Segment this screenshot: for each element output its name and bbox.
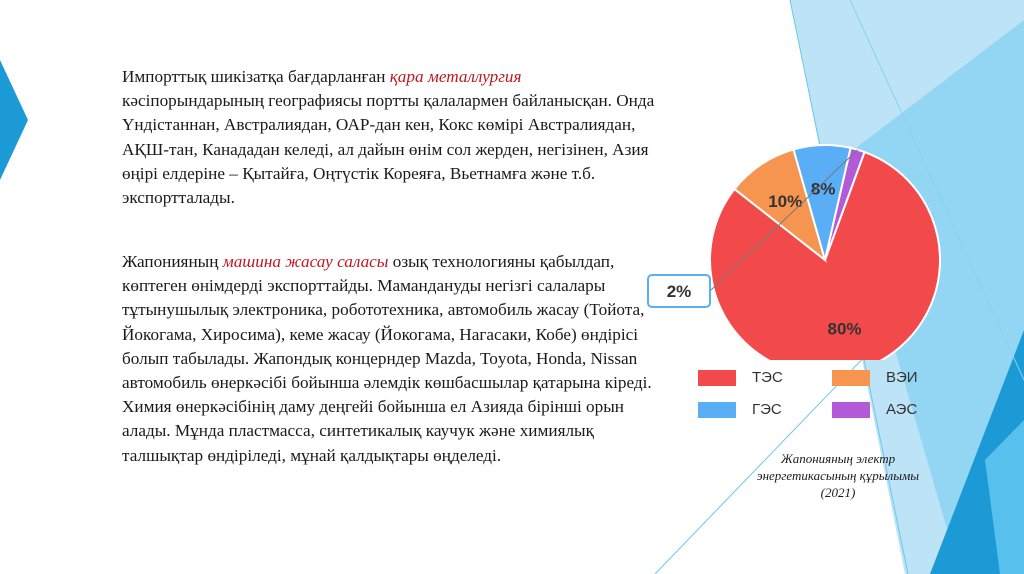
legend-swatch xyxy=(832,369,870,386)
decor-line-2 xyxy=(849,0,1024,381)
slice-label-vei: 10% xyxy=(768,192,802,211)
slice-label-aes: 2% xyxy=(667,282,692,301)
paragraph-text: кәсіпорындарының географиясы портты қала… xyxy=(122,91,655,208)
legend-item-vei: ВЭИ xyxy=(832,369,918,386)
pie-slice-vei xyxy=(733,148,827,263)
paragraph-text: Жапонияның xyxy=(122,252,223,271)
callout-box xyxy=(647,274,711,308)
chart-caption: Жапонияның электр энергетикасының құрылы… xyxy=(756,451,920,500)
paragraph-metallurgy: Импорттық шикізатқа бағдарланған қара ме… xyxy=(122,65,662,210)
legend-swatch xyxy=(698,369,736,386)
chart-legend: ТЭС ВЭИ ГЭС АЭС xyxy=(698,365,938,425)
decor-line-3 xyxy=(654,319,901,574)
legend-label: АЭС xyxy=(886,401,918,418)
callout-line xyxy=(709,149,859,292)
decor-accent-triangle xyxy=(985,420,1024,574)
legend-swatch xyxy=(832,401,870,418)
legend-swatch xyxy=(698,401,736,418)
paragraph-text: Импорттық шикізатқа бағдарланған xyxy=(122,67,390,86)
highlight-machine-building: машина жасау саласы xyxy=(222,252,389,271)
pie-slice-tes xyxy=(709,150,941,360)
slice-label-ges: 8% xyxy=(811,180,836,199)
paragraph-text: озық технологияны қабылдап, көптеген өні… xyxy=(122,252,652,465)
legend-label: ВЭИ xyxy=(886,369,918,386)
legend-label: ГЭС xyxy=(752,401,782,418)
decor-left-triangle xyxy=(0,60,28,180)
highlight-metallurgy: қара металлургия xyxy=(389,67,522,86)
legend-item-ges: ГЭС xyxy=(698,401,782,418)
paragraph-machine-building: Жапонияның машина жасау саласы озық техн… xyxy=(122,250,662,468)
legend-item-aes: АЭС xyxy=(832,401,917,418)
legend-label: ТЭС xyxy=(752,369,783,386)
slice-label-tes: 80% xyxy=(828,320,862,339)
pie-chart: 80% 10% 8% 2% xyxy=(647,144,941,360)
legend-item-tes: ТЭС xyxy=(698,369,783,386)
